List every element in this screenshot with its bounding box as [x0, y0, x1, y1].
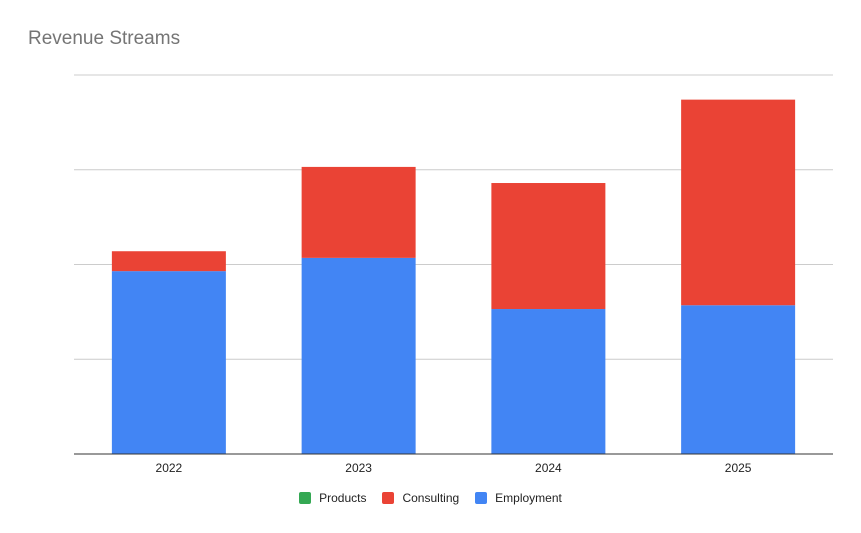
legend-label: Consulting	[402, 491, 460, 505]
legend-item: Employment	[475, 491, 562, 505]
legend: Products Consulting Employment	[0, 491, 861, 505]
bar-employment-2024	[491, 309, 606, 454]
bar-employment-2023	[301, 257, 416, 454]
x-tick-label: 2025	[725, 461, 752, 475]
legend-label: Products	[319, 491, 367, 505]
bar-employment-2025	[681, 305, 796, 454]
legend-swatch	[475, 492, 488, 504]
bar-employment-2022	[111, 271, 226, 454]
bar-consulting-2025	[681, 99, 796, 306]
legend-item: Products	[299, 491, 366, 505]
legend-item: Consulting	[382, 491, 459, 505]
bar-consulting-2022	[111, 251, 226, 272]
bar-consulting-2024	[491, 183, 606, 310]
chart-title: Revenue Streams	[28, 28, 181, 49]
legend-label: Employment	[495, 491, 562, 505]
legend-swatch	[299, 492, 312, 504]
x-tick-label: 2023	[345, 461, 372, 475]
bar-consulting-2023	[301, 166, 416, 258]
x-tick-label: 2022	[156, 461, 183, 475]
legend-swatch	[382, 492, 395, 504]
x-tick-label: 2024	[535, 461, 562, 475]
